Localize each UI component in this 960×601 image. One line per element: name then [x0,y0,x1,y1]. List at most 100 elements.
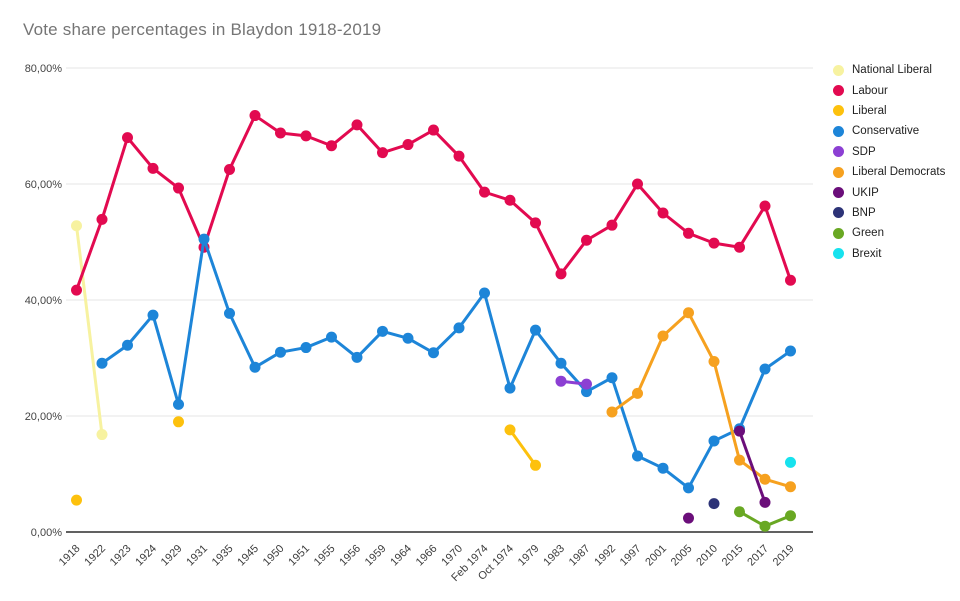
conservative-line [100,237,792,490]
legend-dot-conservative [833,125,844,137]
labour-data-point[interactable] [632,178,643,190]
x-axis-tick-label: 2001 [643,543,669,569]
ukip-data-point[interactable] [759,496,771,508]
liberal-democrats-data-point[interactable] [785,481,796,493]
liberal-democrats-data-point[interactable] [683,307,694,319]
legend-item-conservative: Conservative [833,121,945,141]
conservative-data-point[interactable] [632,450,643,462]
green-data-point[interactable] [734,506,745,518]
conservative-data-point[interactable] [96,357,108,369]
sdp-data-point[interactable] [581,378,592,390]
labour-line [75,114,792,292]
labour-data-point[interactable] [453,150,465,162]
legend-label: SDP [852,145,876,158]
conservative-data-point[interactable] [453,322,465,334]
liberal-democrats-data-point[interactable] [606,406,618,418]
bnp-data-point[interactable] [708,498,720,510]
conservative-data-point[interactable] [504,382,516,394]
green-data-point[interactable] [759,520,771,532]
liberal-democrats-data-point[interactable] [734,454,745,466]
conservative-data-point[interactable] [428,347,439,359]
labour-data-point[interactable] [785,274,796,286]
conservative-data-point[interactable] [785,345,796,357]
labour-data-point[interactable] [759,200,771,212]
conservative-data-point[interactable] [377,325,388,337]
liberal-democrats-data-point[interactable] [657,330,669,342]
labour-data-point[interactable] [479,186,490,198]
labour-data-point[interactable] [581,234,592,246]
y-axis-tick-label: 40,00% [25,295,63,307]
conservative-data-point[interactable] [351,351,363,363]
chart-title: Vote share percentages in Blaydon 1918-2… [23,20,382,39]
conservative-data-point[interactable] [581,386,592,398]
conservative-data-point[interactable] [300,342,312,354]
labour-data-point[interactable] [326,140,337,152]
legend-dot-national-liberal [833,64,844,76]
green-data-point[interactable] [785,510,796,522]
conservative-data-point[interactable] [657,462,669,474]
conservative-data-point[interactable] [173,398,184,410]
labour-data-point[interactable] [402,139,414,151]
ukip-data-point[interactable] [683,512,694,524]
conservative-data-point[interactable] [683,482,694,494]
labour-data-point[interactable] [530,217,541,229]
labour-data-point[interactable] [377,147,388,159]
legend-label: BNP [852,206,876,219]
sdp-data-point[interactable] [555,375,567,387]
labour-data-point[interactable] [555,268,567,280]
labour-data-point[interactable] [71,284,82,296]
x-axis-tick-label: 2015 [720,543,746,569]
x-axis-tick-label: 1955 [312,543,338,569]
x-axis-tick-label: 1959 [363,543,389,569]
x-axis-tick-label: 1950 [261,543,287,569]
ukip-data-point[interactable] [734,425,745,437]
labour-data-point[interactable] [224,164,235,175]
legend-item-national-liberal: National Liberal [833,60,945,80]
labour-data-point[interactable] [657,207,669,219]
x-axis-tick-label: 1983 [541,543,567,569]
liberal-democrats-data-point[interactable] [708,355,720,367]
conservative-data-point[interactable] [555,357,567,369]
conservative-data-point[interactable] [326,331,337,343]
conservative-data-point[interactable] [402,332,414,344]
conservative-data-point[interactable] [122,339,133,351]
legend-label: Labour [852,84,888,97]
liberal-data-point[interactable] [504,424,516,436]
labour-data-point[interactable] [734,241,745,253]
labour-data-point[interactable] [96,213,108,225]
labour-data-point[interactable] [708,237,720,249]
labour-data-point[interactable] [504,194,516,206]
national-liberal-data-point[interactable] [71,220,82,232]
labour-data-point[interactable] [606,219,618,231]
liberal-democrats-data-point[interactable] [759,473,771,485]
conservative-data-point[interactable] [275,346,286,358]
labour-data-point[interactable] [428,124,439,136]
conservative-data-point[interactable] [530,324,541,336]
conservative-data-point[interactable] [224,307,235,319]
conservative-data-point[interactable] [606,372,618,384]
conservative-data-point[interactable] [708,435,720,447]
liberal-democrats-data-point[interactable] [632,387,643,399]
labour-data-point[interactable] [122,132,133,144]
conservative-data-point[interactable] [759,363,771,375]
liberal-data-point[interactable] [173,416,184,428]
labour-data-point[interactable] [147,162,159,174]
labour-data-point[interactable] [275,127,286,139]
conservative-data-point[interactable] [249,361,261,373]
labour-data-point[interactable] [173,182,184,194]
liberal-data-point[interactable] [71,494,82,506]
legend-label: UKIP [852,186,879,199]
labour-data-point[interactable] [249,110,261,122]
labour-data-point[interactable] [300,130,312,142]
conservative-data-point[interactable] [198,233,210,245]
brexit-data-point[interactable] [785,456,796,468]
conservative-data-point[interactable] [479,287,490,299]
national-liberal-data-point[interactable] [96,429,108,441]
x-axis-tick-label: 2019 [771,543,797,569]
conservative-data-point[interactable] [147,309,159,321]
labour-data-point[interactable] [683,227,694,239]
x-axis-tick-label: 1987 [567,543,593,569]
liberal-data-point[interactable] [530,459,541,471]
labour-data-point[interactable] [351,119,363,131]
